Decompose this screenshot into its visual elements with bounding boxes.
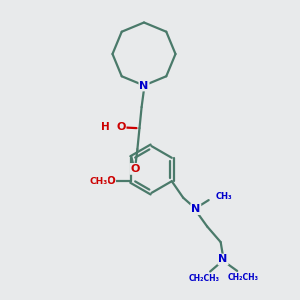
Text: O: O xyxy=(106,176,115,186)
Text: H: H xyxy=(101,122,110,132)
Text: O: O xyxy=(130,164,140,174)
Text: CH₃: CH₃ xyxy=(89,177,107,186)
Text: CH₃: CH₃ xyxy=(216,192,232,201)
Text: N: N xyxy=(140,80,148,91)
Text: CH₂CH₃: CH₂CH₃ xyxy=(189,274,220,283)
Text: N: N xyxy=(218,254,228,265)
Text: CH₂CH₃: CH₂CH₃ xyxy=(228,273,259,282)
Text: N: N xyxy=(191,204,200,214)
Text: O: O xyxy=(116,122,126,132)
